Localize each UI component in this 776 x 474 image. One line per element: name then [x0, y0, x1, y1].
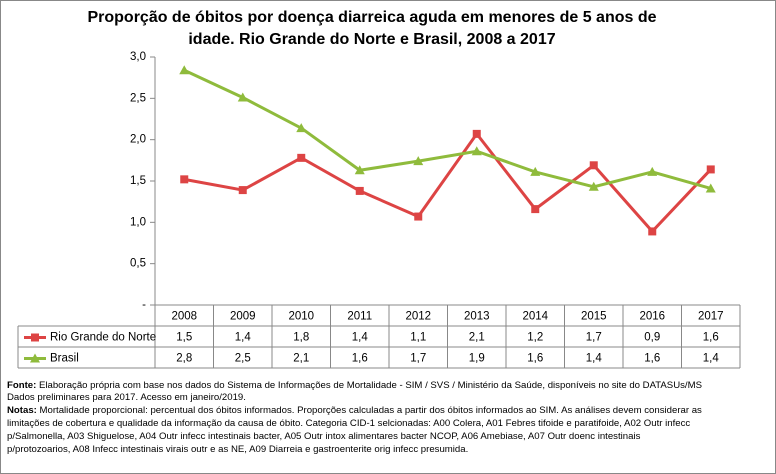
source: Fonte: Elaboração própria com base nos d…	[7, 380, 702, 392]
marker	[297, 153, 306, 162]
notes-line: Mortalidade proporcional: percentual dos…	[39, 405, 702, 416]
table-value: 1,4	[703, 353, 720, 365]
table-value: 1,7	[410, 353, 426, 365]
x-tick-label: 2008	[171, 311, 197, 323]
table-value: 1,9	[469, 353, 485, 365]
x-tick-label: 2016	[639, 311, 665, 323]
x-tick-label: 2012	[405, 311, 431, 323]
x-tick-label: 2014	[522, 311, 548, 323]
legend-marker	[30, 353, 40, 363]
table-value: 1,5	[176, 332, 192, 344]
table-value: 2,8	[176, 353, 192, 365]
chart-title: idade. Rio Grande do Norte e Brasil, 200…	[188, 31, 555, 48]
table-value: 2,1	[293, 353, 309, 365]
marker	[705, 183, 716, 193]
table-value: 1,6	[703, 332, 719, 344]
marker	[648, 227, 657, 236]
x-tick-label: 2011	[347, 311, 372, 323]
table-value: 1,4	[352, 332, 369, 344]
marker	[238, 186, 247, 195]
x-tick-label: 2015	[581, 311, 607, 323]
marker	[706, 165, 715, 174]
chart-title: Proporção de óbitos por doença diarreica…	[87, 9, 656, 26]
legend-marker	[31, 333, 39, 342]
marker	[647, 166, 658, 176]
table-value: 2,5	[235, 353, 251, 365]
notes-label: Notas:	[7, 405, 37, 416]
y-tick-label: 1,0	[130, 216, 146, 228]
y-tick-label: 2,0	[130, 134, 146, 146]
notes: Notas: Mortalidade proporcional: percent…	[7, 405, 702, 417]
y-tick-label: 1,5	[130, 175, 146, 187]
table-value: 1,8	[293, 332, 309, 344]
marker	[296, 123, 307, 133]
marker	[414, 212, 423, 221]
notes-line: p/protozoarios, A08 Infecc intestinais v…	[7, 444, 469, 455]
marker	[354, 165, 365, 175]
marker	[531, 205, 540, 214]
source-line: Elaboração própria com base nos dados do…	[38, 380, 702, 391]
table-value: 1,7	[586, 332, 602, 344]
x-tick-label: 2017	[698, 311, 724, 323]
x-tick-label: 2013	[464, 311, 490, 323]
source-label: Fonte:	[7, 380, 37, 391]
x-tick-label: 2009	[230, 311, 256, 323]
line	[183, 68, 712, 190]
source-line: Dados preliminares para 2017. Acesso em …	[7, 392, 246, 403]
marker	[180, 175, 189, 184]
table-value: 1,4	[235, 332, 252, 344]
marker	[471, 146, 482, 156]
legend-label: Rio Grande do Norte	[50, 332, 156, 344]
marker	[237, 92, 248, 102]
y-tick-label: -	[142, 299, 146, 311]
table-value: 1,6	[644, 353, 660, 365]
marker	[472, 129, 481, 138]
y-tick-label: 3,0	[130, 51, 146, 63]
line	[183, 131, 712, 234]
table-value: 1,4	[586, 353, 603, 365]
notes-line: p/Salmonella, A03 Shiguelose, A04 Outr i…	[7, 431, 641, 442]
y-tick-label: 2,5	[130, 92, 146, 104]
table-value: 1,1	[410, 332, 426, 344]
marker	[179, 65, 190, 75]
legend-label: Brasil	[50, 353, 79, 365]
table-value: 1,2	[527, 332, 543, 344]
y-tick-label: 0,5	[130, 258, 146, 270]
table-value: 2,1	[469, 332, 485, 344]
notes-line: limitações de cobertura e qualidade da i…	[7, 418, 691, 429]
x-tick-label: 2010	[288, 311, 314, 323]
table-value: 1,6	[352, 353, 368, 365]
marker	[355, 186, 364, 195]
marker	[413, 156, 424, 166]
marker	[588, 181, 599, 191]
marker	[589, 161, 598, 170]
marker	[530, 166, 541, 176]
table-value: 0,9	[644, 332, 660, 344]
table-value: 1,6	[527, 353, 543, 365]
